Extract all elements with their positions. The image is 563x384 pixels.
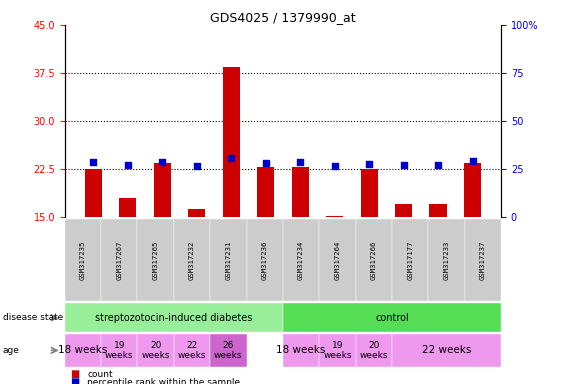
Bar: [257, 167, 274, 217]
Title: GDS4025 / 1379990_at: GDS4025 / 1379990_at: [210, 11, 356, 24]
Text: GSM317237: GSM317237: [480, 240, 486, 280]
Text: 20
weeks: 20 weeks: [360, 341, 388, 360]
Point: [468, 158, 477, 164]
Point: [123, 162, 132, 168]
Bar: [154, 162, 171, 217]
Text: age: age: [3, 346, 20, 355]
Text: percentile rank within the sample: percentile rank within the sample: [87, 377, 240, 384]
Bar: [326, 216, 343, 217]
Bar: [430, 204, 447, 217]
Point: [227, 156, 236, 162]
Text: GSM317232: GSM317232: [189, 240, 195, 280]
Text: disease state: disease state: [3, 313, 63, 322]
Text: 20
weeks: 20 weeks: [141, 341, 170, 360]
Point: [434, 162, 443, 168]
Text: 18 weeks: 18 weeks: [58, 345, 108, 356]
Text: ■: ■: [70, 369, 79, 379]
Point: [192, 163, 201, 169]
Point: [330, 163, 339, 169]
Text: count: count: [87, 370, 113, 379]
Point: [365, 161, 374, 167]
Text: 22
weeks: 22 weeks: [178, 341, 206, 360]
Text: 19
weeks: 19 weeks: [105, 341, 133, 360]
Point: [261, 160, 270, 166]
Text: GSM317235: GSM317235: [80, 240, 86, 280]
Bar: [464, 162, 481, 217]
Point: [296, 159, 305, 166]
Bar: [84, 169, 102, 217]
Bar: [360, 169, 378, 217]
Text: GSM317177: GSM317177: [407, 240, 413, 280]
Bar: [292, 167, 309, 217]
Text: 22 weeks: 22 weeks: [422, 345, 471, 356]
Text: GSM317233: GSM317233: [444, 240, 449, 280]
Text: GSM317264: GSM317264: [334, 240, 341, 280]
Text: GSM317234: GSM317234: [298, 240, 304, 280]
Text: 26
weeks: 26 weeks: [214, 341, 243, 360]
Text: 18 weeks: 18 weeks: [276, 345, 326, 356]
Point: [89, 159, 98, 166]
Text: ■: ■: [70, 377, 79, 384]
Bar: [119, 198, 136, 217]
Text: 19
weeks: 19 weeks: [323, 341, 352, 360]
Text: streptozotocin-induced diabetes: streptozotocin-induced diabetes: [95, 313, 253, 323]
Text: GSM317266: GSM317266: [371, 240, 377, 280]
Text: GSM317265: GSM317265: [153, 240, 159, 280]
Text: GSM317236: GSM317236: [262, 240, 268, 280]
Bar: [395, 204, 412, 217]
Bar: [188, 209, 205, 217]
Text: GSM317231: GSM317231: [225, 240, 231, 280]
Text: control: control: [375, 313, 409, 323]
Point: [399, 162, 408, 168]
Bar: [222, 66, 240, 217]
Text: GSM317267: GSM317267: [117, 240, 122, 280]
Point: [158, 159, 167, 166]
